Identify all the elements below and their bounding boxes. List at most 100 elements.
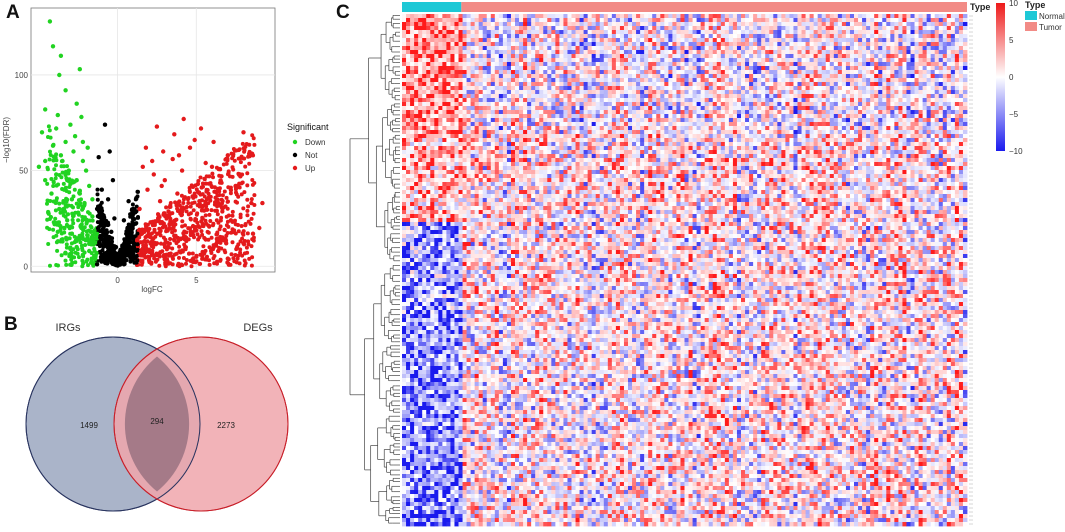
heatmap-cell bbox=[821, 42, 827, 47]
heatmap-cell bbox=[962, 38, 968, 43]
heatmap-cell bbox=[724, 46, 730, 51]
heatmap-cell bbox=[628, 78, 633, 83]
heatmap-cell bbox=[591, 22, 597, 27]
heatmap-cell bbox=[458, 42, 463, 47]
heatmap-cell bbox=[870, 34, 875, 39]
heatmap-cell bbox=[567, 38, 572, 43]
heatmap-cell bbox=[708, 42, 714, 47]
heatmap-cell bbox=[587, 50, 593, 55]
heatmap-cell bbox=[632, 86, 637, 91]
heatmap-cell bbox=[708, 90, 714, 95]
heatmap-cell bbox=[422, 22, 427, 27]
heatmap-cell bbox=[716, 34, 722, 39]
heatmap-cell bbox=[543, 22, 548, 27]
volcano-point-up bbox=[203, 237, 208, 242]
heatmap-cell bbox=[636, 30, 641, 35]
heatmap-cell bbox=[926, 18, 932, 23]
heatmap-cell bbox=[494, 50, 500, 55]
volcano-cloud-point bbox=[173, 200, 178, 205]
heatmap-cell bbox=[958, 66, 964, 71]
volcano-point-up bbox=[140, 164, 145, 169]
volcano-cloud-point bbox=[157, 226, 162, 231]
heatmap-cell bbox=[954, 26, 960, 31]
heatmap-cell bbox=[708, 30, 714, 35]
heatmap-cell bbox=[785, 18, 790, 23]
heatmap-cell bbox=[700, 90, 706, 95]
heatmap-cell bbox=[845, 14, 851, 19]
heatmap-cell bbox=[773, 26, 778, 31]
heatmap-cell bbox=[559, 58, 564, 63]
heatmap-cell bbox=[644, 22, 649, 27]
heatmap-cell bbox=[890, 50, 895, 55]
heatmap-cell bbox=[781, 42, 786, 47]
heatmap-cell bbox=[849, 34, 855, 39]
heatmap-cell bbox=[410, 26, 415, 31]
heatmap-cell bbox=[591, 46, 597, 51]
volcano-point-up bbox=[260, 200, 265, 206]
heatmap-cell bbox=[494, 34, 500, 39]
heatmap-cell bbox=[539, 66, 544, 71]
heatmap-cell bbox=[623, 70, 629, 75]
heatmap-cell bbox=[607, 50, 613, 55]
heatmap-cell bbox=[559, 66, 564, 71]
heatmap-cell bbox=[934, 78, 940, 83]
heatmap-cell bbox=[454, 58, 459, 63]
heatmap-cell bbox=[789, 58, 794, 63]
volcano-cloud-point bbox=[201, 244, 206, 249]
volcano-cloud-point bbox=[97, 240, 102, 245]
heatmap-cell bbox=[510, 74, 516, 79]
heatmap-cell bbox=[712, 58, 718, 63]
heatmap-cell bbox=[539, 62, 544, 67]
heatmap-cell bbox=[829, 90, 835, 95]
heatmap-cell bbox=[708, 26, 714, 31]
heatmap-cell bbox=[805, 78, 811, 83]
heatmap-cell bbox=[539, 14, 544, 19]
heatmap-cell bbox=[466, 66, 472, 71]
volcano-cloud-point bbox=[52, 167, 57, 172]
volcano-point-up bbox=[198, 126, 204, 131]
heatmap-cell bbox=[805, 34, 811, 39]
volcano-point-down bbox=[43, 158, 48, 164]
heatmap-cell bbox=[668, 90, 673, 95]
heatmap-cell bbox=[640, 50, 645, 55]
heatmap-cell bbox=[539, 22, 544, 27]
heatmap-cell bbox=[862, 82, 867, 87]
heatmap-cell bbox=[696, 90, 702, 95]
heatmap-cell bbox=[692, 34, 698, 39]
heatmap-cell bbox=[962, 30, 968, 35]
heatmap-cell bbox=[615, 50, 621, 55]
heatmap-cell bbox=[474, 70, 480, 75]
heatmap-cell bbox=[753, 22, 758, 27]
heatmap-cell bbox=[531, 66, 536, 71]
heatmap-cell bbox=[870, 82, 875, 87]
heatmap-cell bbox=[676, 82, 681, 87]
heatmap-cell bbox=[636, 90, 641, 95]
heatmap-cell bbox=[543, 26, 548, 31]
volcano-cloud-point bbox=[95, 197, 100, 202]
heatmap-cell bbox=[668, 26, 673, 31]
heatmap-cell bbox=[664, 74, 669, 79]
heatmap-cell bbox=[882, 42, 887, 47]
heatmap-cell bbox=[668, 62, 673, 67]
heatmap-cell bbox=[942, 90, 948, 95]
heatmap-cell bbox=[918, 14, 924, 19]
heatmap-cell bbox=[648, 82, 653, 87]
heatmap-cell bbox=[894, 42, 899, 47]
heatmap-cell bbox=[962, 34, 968, 39]
heatmap-cell bbox=[603, 54, 609, 59]
heatmap-cell bbox=[946, 14, 952, 19]
heatmap-cell bbox=[789, 30, 794, 35]
volcano-cloud-point bbox=[76, 205, 81, 210]
heatmap-cell bbox=[583, 74, 589, 79]
heatmap-cell bbox=[833, 54, 839, 59]
heatmap-cell bbox=[462, 86, 467, 91]
heatmap-cell bbox=[862, 54, 867, 59]
volcano-cloud-point bbox=[206, 191, 211, 196]
volcano-cloud-point bbox=[189, 264, 194, 269]
heatmap-cell bbox=[720, 22, 726, 27]
heatmap-cell bbox=[732, 38, 738, 43]
volcano-point-down bbox=[77, 67, 83, 72]
heatmap-cell bbox=[688, 90, 693, 95]
heatmap-cell bbox=[515, 94, 520, 99]
heatmap-cell bbox=[866, 50, 871, 55]
